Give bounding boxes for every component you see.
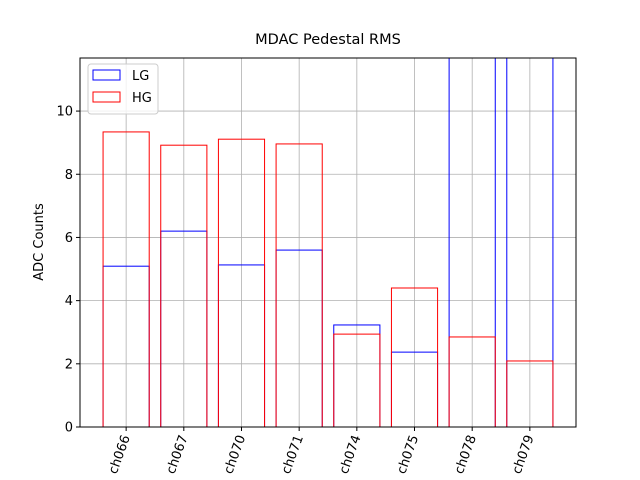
legend-swatch <box>92 91 121 103</box>
y-tick-label: 2 <box>65 357 73 372</box>
y-axis-label: ADC Counts <box>32 203 47 281</box>
y-tick-label: 8 <box>65 168 73 183</box>
x-tick-label: ch071 <box>279 433 307 476</box>
y-tick-label: 6 <box>65 231 73 246</box>
bar <box>217 138 266 427</box>
grid <box>80 58 576 428</box>
bar <box>102 131 150 427</box>
bar <box>448 58 496 427</box>
x-tick-label: ch078 <box>452 433 480 476</box>
x-tick-label: ch067 <box>164 433 192 476</box>
x-tick-label: ch070 <box>221 433 249 476</box>
y-tick-label: 4 <box>65 294 73 309</box>
x-tick-label: ch075 <box>394 433 422 476</box>
bars <box>102 58 554 427</box>
legend: LG HG <box>87 63 159 115</box>
legend-label: LG <box>132 69 149 84</box>
plot-frame <box>79 57 577 428</box>
bar <box>448 336 496 427</box>
axes: 0 2 4 6 8 10 ch066 ch067 ch070 ch071 ch074 ch075 ch0… <box>56 105 537 477</box>
bar <box>333 333 381 427</box>
x-tick-label: ch074 <box>337 433 365 476</box>
bar <box>160 144 208 427</box>
x-tick-label: ch066 <box>106 433 134 476</box>
x-tick-label: ch079 <box>510 433 538 476</box>
bar <box>390 287 439 427</box>
y-tick-label: 0 <box>65 421 73 436</box>
y-tick-label: 10 <box>56 105 73 120</box>
legend-swatch <box>92 69 121 81</box>
chart-title: MDAC Pedestal RMS <box>255 32 401 48</box>
legend-label: HG <box>132 91 152 106</box>
bar <box>506 58 554 427</box>
